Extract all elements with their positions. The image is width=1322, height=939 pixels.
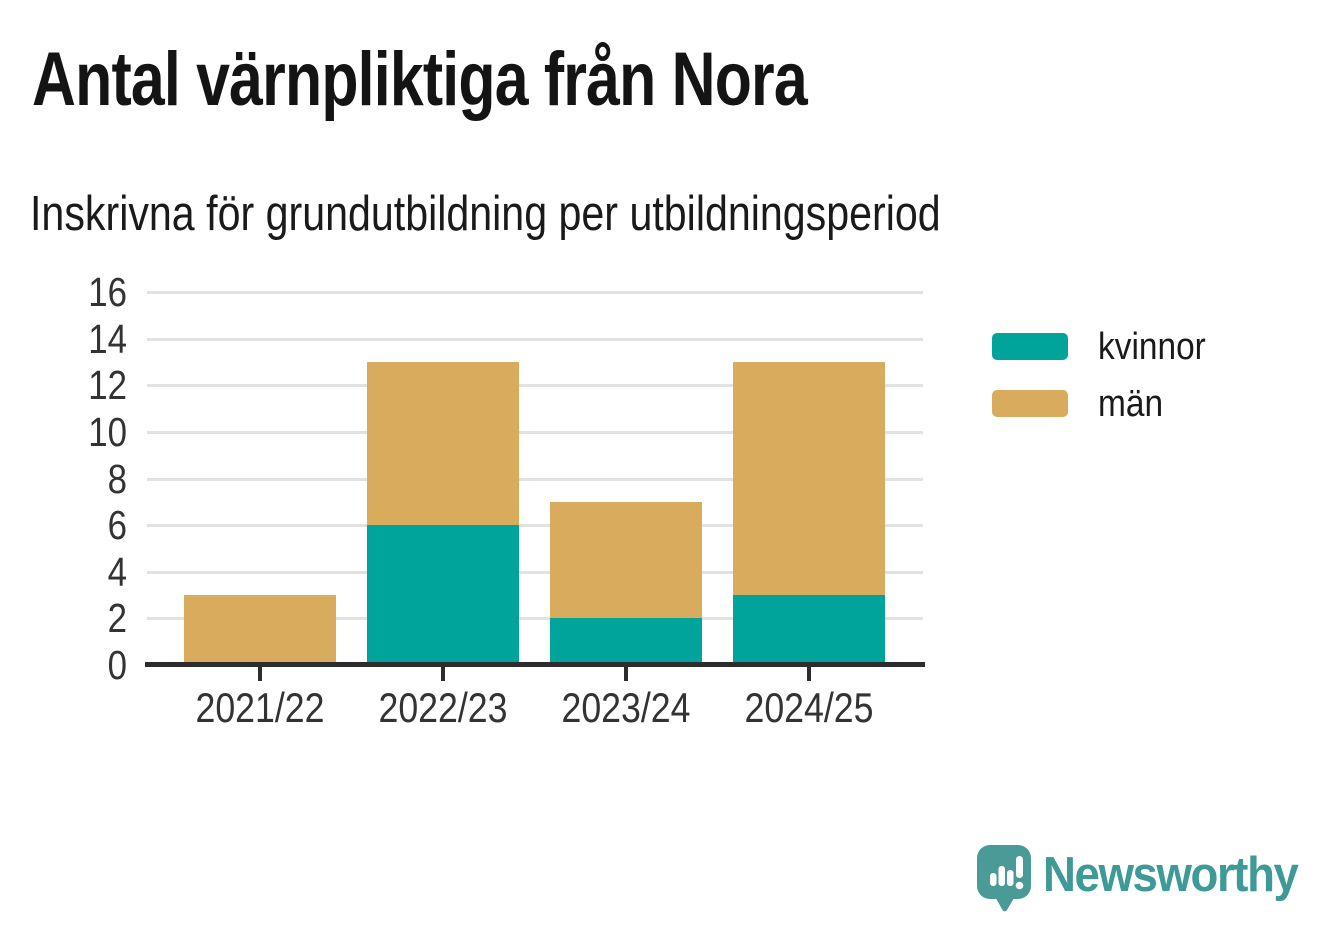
y-tick-label: 10 [88, 408, 127, 455]
x-axis-tick-2024-25 [807, 667, 812, 681]
newsworthy-logo-text: Newsworthy [1043, 848, 1299, 902]
y-tick-label: 8 [107, 455, 127, 502]
y-tick-label: 12 [88, 362, 127, 409]
x-axis-tick-2021-22 [257, 667, 262, 681]
branding: Newsworthy [975, 843, 1305, 918]
gridline-y-8 [147, 477, 923, 481]
legend-label-kvinnor: kvinnor [1098, 326, 1206, 368]
y-tick-label: 4 [107, 548, 127, 595]
legend-swatch-kvinnor [992, 333, 1068, 360]
x-axis-line [145, 662, 925, 667]
bar-segment-män-2021-22 [183, 595, 336, 665]
chart-subtitle: Inskrivna för grundutbildning per utbild… [30, 187, 941, 241]
gridline-y-6 [147, 524, 923, 528]
y-tick-label: 16 [88, 269, 127, 315]
bar-segment-kvinnor-2023-24 [550, 618, 702, 665]
x-tick-label-2021-22: 2021/22 [195, 684, 325, 731]
gridline-y-14 [147, 337, 923, 341]
bar-segment-män-2024-25 [733, 361, 886, 596]
bar-segment-kvinnor-2022-23 [366, 525, 519, 665]
bar-segment-kvinnor-2024-25 [733, 595, 886, 665]
x-tick-label-2023-24: 2023/24 [561, 684, 691, 731]
bar-segment-män-2022-23 [366, 361, 519, 526]
gridline-y-4 [147, 570, 923, 574]
gridline-y-2 [147, 617, 923, 621]
chart-title: Antal värnpliktiga från Nora [32, 37, 808, 122]
y-tick-label: 2 [107, 595, 127, 642]
bar-segment-män-2023-24 [550, 501, 702, 619]
x-axis-tick-2023-24 [624, 667, 628, 681]
legend-swatch-män [992, 390, 1068, 417]
legend-label-män: män [1098, 383, 1164, 425]
y-tick-label: 6 [107, 502, 127, 549]
gridline-y-10 [147, 430, 923, 434]
gridline-y-12 [147, 384, 923, 388]
x-tick-label-2024-25: 2024/25 [744, 684, 874, 731]
y-tick-label: 14 [88, 315, 127, 362]
plot-area [147, 291, 923, 665]
gridline-y-16 [147, 291, 923, 294]
x-tick-label-2022-23: 2022/23 [378, 684, 508, 731]
x-axis-tick-2022-23 [440, 667, 445, 681]
newsworthy-logo-icon [977, 845, 1031, 912]
y-tick-label: 0 [107, 642, 127, 688]
